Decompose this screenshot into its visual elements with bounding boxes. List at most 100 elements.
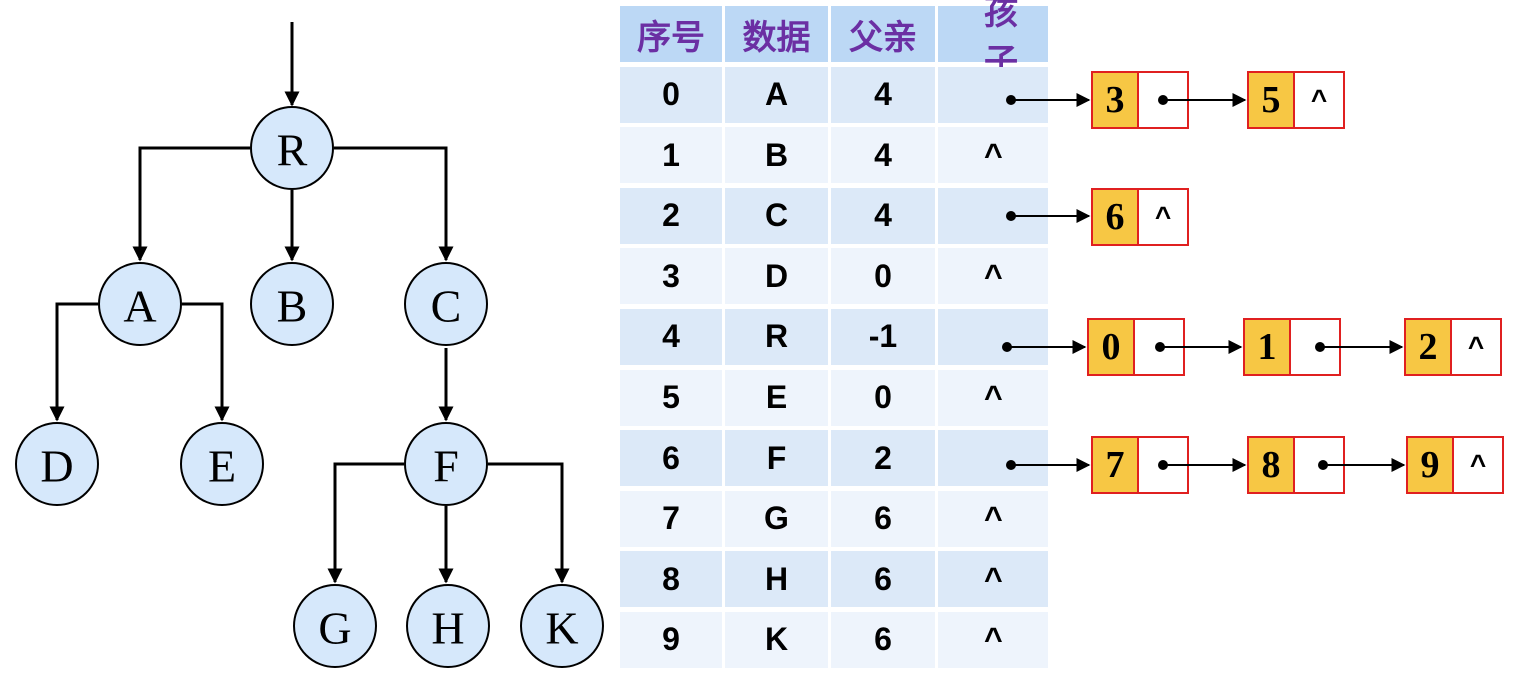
cell-data: F xyxy=(725,430,828,487)
edge-r-c xyxy=(334,146,454,262)
tree-node-label: D xyxy=(40,441,73,492)
cell-child: ^ xyxy=(938,551,1048,608)
cell-parent: 2 xyxy=(831,430,935,487)
cell-data: R xyxy=(725,308,828,365)
header-index: 序号 xyxy=(620,6,722,62)
table-row: 3 D 0 ^ xyxy=(620,248,1051,305)
list-node: 2 ^ xyxy=(1404,318,1502,376)
tree-node-k: K xyxy=(520,584,604,668)
tree-node-a: A xyxy=(98,262,182,346)
table-row: 9 K 6 ^ xyxy=(620,611,1051,668)
cell-index: 4 xyxy=(620,308,722,365)
list-node: 8 xyxy=(1247,436,1345,494)
tree-node-label: C xyxy=(431,281,462,332)
list-node-index: 9 xyxy=(1406,436,1454,494)
cell-index: 3 xyxy=(620,248,722,305)
edge-a-e xyxy=(182,302,230,422)
tree-node-b: B xyxy=(250,262,334,346)
cell-index: 7 xyxy=(620,490,722,547)
tree-node-label: H xyxy=(431,603,464,654)
cell-child: ^ xyxy=(938,490,1048,547)
cell-index: 2 xyxy=(620,187,722,244)
tree-node-label: A xyxy=(123,281,156,332)
table-row: 8 H 6 ^ xyxy=(620,551,1051,608)
edge-f-g xyxy=(327,462,404,584)
list-node-next: ^ xyxy=(1452,318,1502,376)
list-node-index: 0 xyxy=(1087,318,1135,376)
list-node: 6 ^ xyxy=(1091,188,1189,246)
tree-node-r: R xyxy=(250,106,334,190)
cell-data: B xyxy=(725,127,828,184)
cell-child: ^ xyxy=(938,369,1048,426)
list-node-next: ^ xyxy=(1139,188,1189,246)
cell-parent: 6 xyxy=(831,551,935,608)
edge-r-a xyxy=(132,146,250,262)
tree-node-label: E xyxy=(208,441,236,492)
cell-parent: 4 xyxy=(831,66,935,123)
tree-node-label: G xyxy=(318,603,351,654)
cell-data: E xyxy=(725,369,828,426)
list-node-index: 2 xyxy=(1404,318,1452,376)
cell-data: C xyxy=(725,187,828,244)
cell-parent: 0 xyxy=(831,248,935,305)
list-node-index: 7 xyxy=(1091,436,1139,494)
cell-parent: 6 xyxy=(831,611,935,668)
cell-data: K xyxy=(725,611,828,668)
cell-child xyxy=(938,66,1048,123)
cell-data: D xyxy=(725,248,828,305)
table-row: 1 B 4 ^ xyxy=(620,127,1051,184)
tree-node-e: E xyxy=(180,422,264,506)
table-row: 4 R -1 xyxy=(620,308,1051,365)
list-node: 3 xyxy=(1091,71,1189,129)
cell-parent: 6 xyxy=(831,490,935,547)
cell-child xyxy=(938,430,1048,487)
cell-child xyxy=(938,308,1048,365)
cell-child: ^ xyxy=(938,248,1048,305)
tree-node-label: B xyxy=(277,281,308,332)
tree-node-d: D xyxy=(15,422,99,506)
list-node: 9 ^ xyxy=(1406,436,1504,494)
cell-index: 0 xyxy=(620,66,722,123)
tree-node-c: C xyxy=(404,262,488,346)
list-node-index: 8 xyxy=(1247,436,1295,494)
edge-f-k xyxy=(488,462,570,584)
cell-parent: 4 xyxy=(831,187,935,244)
tree-node-f: F xyxy=(404,422,488,506)
list-node-index: 6 xyxy=(1091,188,1139,246)
list-node-index: 5 xyxy=(1247,71,1295,129)
table-row: 2 C 4 xyxy=(620,187,1051,244)
table-row: 5 E 0 ^ xyxy=(620,369,1051,426)
table-row: 6 F 2 xyxy=(620,430,1051,487)
cell-child: ^ xyxy=(938,611,1048,668)
cell-index: 8 xyxy=(620,551,722,608)
cell-index: 1 xyxy=(620,127,722,184)
cell-parent: 0 xyxy=(831,369,935,426)
cell-parent: -1 xyxy=(831,308,935,365)
cell-parent: 4 xyxy=(831,127,935,184)
cell-data: H xyxy=(725,551,828,608)
table-row: 7 G 6 ^ xyxy=(620,490,1051,547)
cell-data: G xyxy=(725,490,828,547)
cell-child: ^ xyxy=(938,127,1048,184)
cell-index: 9 xyxy=(620,611,722,668)
edge-a-d xyxy=(49,302,98,422)
tree-node-g: G xyxy=(293,584,377,668)
list-node-next: ^ xyxy=(1454,436,1504,494)
tree-node-label: R xyxy=(277,125,308,176)
header-data: 数据 xyxy=(725,6,828,62)
tree-node-h: H xyxy=(406,584,490,668)
tree-node-label: F xyxy=(433,441,459,492)
header-parent: 父亲 xyxy=(831,6,935,62)
cell-data: A xyxy=(725,66,828,123)
list-node: 7 xyxy=(1091,436,1189,494)
storage-table: 序号 数据 父亲 孩子 0 A 4 1 B 4 ^ 2 C 4 3 D 0 ^ … xyxy=(620,0,1051,673)
table-row: 0 A 4 xyxy=(620,66,1051,123)
list-node-next: ^ xyxy=(1295,71,1345,129)
tree-node-label: K xyxy=(545,603,578,654)
list-node: 5 ^ xyxy=(1247,71,1345,129)
cell-index: 6 xyxy=(620,430,722,487)
tree-diagram: R A B C D E F G H K xyxy=(15,22,604,668)
list-node-index: 1 xyxy=(1243,318,1291,376)
cell-index: 5 xyxy=(620,369,722,426)
